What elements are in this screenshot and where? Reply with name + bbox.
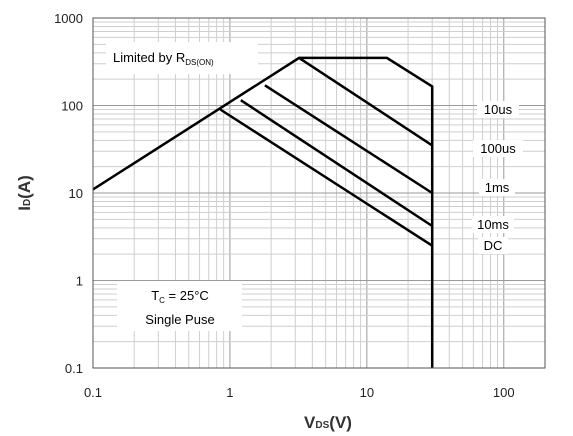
plot-frame bbox=[92, 17, 546, 369]
limit-label-box bbox=[106, 42, 258, 74]
series-label-bg bbox=[478, 237, 508, 254]
conditions-line-2: Single Puse bbox=[145, 312, 214, 327]
series-label-bg bbox=[473, 140, 523, 157]
series-label-bg bbox=[472, 216, 514, 233]
y-tick-label: 100 bbox=[61, 99, 83, 114]
series-label-100us: 100us bbox=[480, 141, 516, 156]
series-labels: 10us 100us 1ms 10ms DC bbox=[472, 101, 523, 254]
conditions-box bbox=[117, 281, 242, 331]
series-line-10us bbox=[92, 56, 434, 368]
series-label-bg bbox=[477, 101, 519, 118]
x-tick-label: 0.1 bbox=[84, 385, 102, 400]
series-label-DC: DC bbox=[484, 238, 503, 253]
y-tick-label: 0.1 bbox=[65, 361, 83, 376]
series-label-bg bbox=[479, 179, 515, 196]
x-tick-labels: 0.1 1 10 100 bbox=[84, 385, 515, 400]
grid bbox=[92, 17, 546, 369]
series-lines bbox=[92, 56, 434, 368]
y-tick-labels: 1000 100 10 1 0.1 bbox=[54, 11, 83, 376]
series-label-10us: 10us bbox=[484, 102, 513, 117]
y-axis-title: ID(A) bbox=[15, 175, 34, 211]
series-line-DC bbox=[219, 108, 433, 247]
x-tick-label: 10 bbox=[360, 385, 374, 400]
x-axis-title: VDS(V) bbox=[304, 413, 352, 432]
conditions-line-1: TC = 25°C bbox=[151, 288, 209, 305]
series-label-10ms: 10ms bbox=[477, 217, 509, 232]
x-tick-label: 1 bbox=[226, 385, 233, 400]
y-tick-label: 1 bbox=[76, 274, 83, 289]
limit-label: Limited by RDS(ON) bbox=[113, 50, 214, 67]
series-line-1ms bbox=[264, 84, 433, 195]
series-line-100us bbox=[298, 56, 433, 147]
y-tick-label: 10 bbox=[69, 186, 83, 201]
y-tick-label: 1000 bbox=[54, 11, 83, 26]
series-label-1ms: 1ms bbox=[485, 180, 510, 195]
series-line-10ms bbox=[240, 99, 433, 228]
x-tick-label: 100 bbox=[493, 385, 515, 400]
